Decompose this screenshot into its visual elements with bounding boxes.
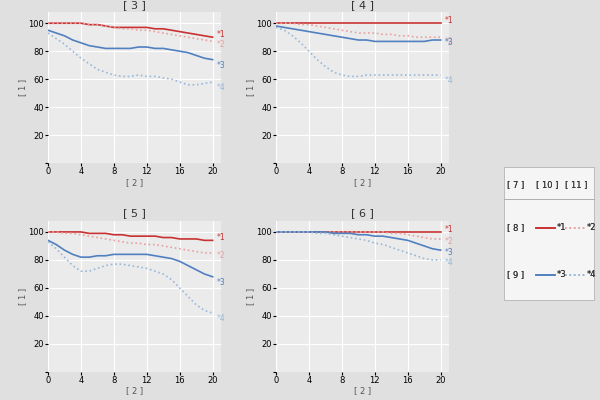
- Y-axis label: [ 1 ]: [ 1 ]: [17, 79, 26, 96]
- Text: [ 10 ]: [ 10 ]: [536, 180, 558, 189]
- Text: *2: *2: [217, 251, 226, 260]
- Text: *4: *4: [587, 270, 596, 279]
- Text: *4: *4: [217, 314, 226, 323]
- Y-axis label: [ 1 ]: [ 1 ]: [17, 288, 26, 305]
- Text: *4: *4: [445, 258, 454, 267]
- Text: *4: *4: [217, 83, 226, 92]
- Text: *2: *2: [587, 224, 596, 232]
- Y-axis label: [ 1 ]: [ 1 ]: [246, 288, 255, 305]
- Title: [ 3 ]: [ 3 ]: [123, 0, 146, 10]
- Text: [ 7 ]: [ 7 ]: [507, 180, 524, 189]
- Text: *3: *3: [557, 270, 567, 279]
- Text: *4: *4: [587, 270, 596, 279]
- Text: [ 7 ]: [ 7 ]: [507, 180, 524, 189]
- Text: *3: *3: [445, 248, 454, 258]
- Title: [ 4 ]: [ 4 ]: [351, 0, 374, 10]
- Text: *1: *1: [557, 224, 566, 232]
- Text: [ 9 ]: [ 9 ]: [507, 270, 524, 279]
- X-axis label: [ 2 ]: [ 2 ]: [354, 386, 371, 396]
- Text: *2: *2: [445, 237, 454, 246]
- X-axis label: [ 2 ]: [ 2 ]: [126, 386, 143, 396]
- Text: *1: *1: [445, 16, 454, 25]
- Text: *3: *3: [557, 270, 567, 279]
- Text: [ 11 ]: [ 11 ]: [565, 180, 587, 189]
- Text: [ 8 ]: [ 8 ]: [507, 224, 524, 232]
- Y-axis label: [ 1 ]: [ 1 ]: [246, 79, 255, 96]
- Text: *2: *2: [445, 37, 454, 46]
- X-axis label: [ 2 ]: [ 2 ]: [354, 178, 371, 187]
- Text: *1: *1: [217, 30, 226, 39]
- Text: *4: *4: [445, 76, 454, 85]
- Text: *3: *3: [445, 38, 454, 47]
- Text: *3: *3: [217, 278, 226, 287]
- Title: [ 5 ]: [ 5 ]: [123, 208, 146, 218]
- Text: [ 8 ]: [ 8 ]: [507, 224, 524, 232]
- Text: *2: *2: [217, 40, 226, 49]
- Title: [ 6 ]: [ 6 ]: [351, 208, 374, 218]
- Text: *2: *2: [587, 224, 596, 232]
- Text: [ 10 ]: [ 10 ]: [536, 180, 558, 189]
- Text: [ 11 ]: [ 11 ]: [565, 180, 587, 189]
- Text: *1: *1: [445, 225, 454, 234]
- Text: *1: *1: [217, 233, 226, 242]
- Text: [ 9 ]: [ 9 ]: [507, 270, 524, 279]
- Text: *3: *3: [217, 61, 226, 70]
- Text: *1: *1: [557, 224, 566, 232]
- X-axis label: [ 2 ]: [ 2 ]: [126, 178, 143, 187]
